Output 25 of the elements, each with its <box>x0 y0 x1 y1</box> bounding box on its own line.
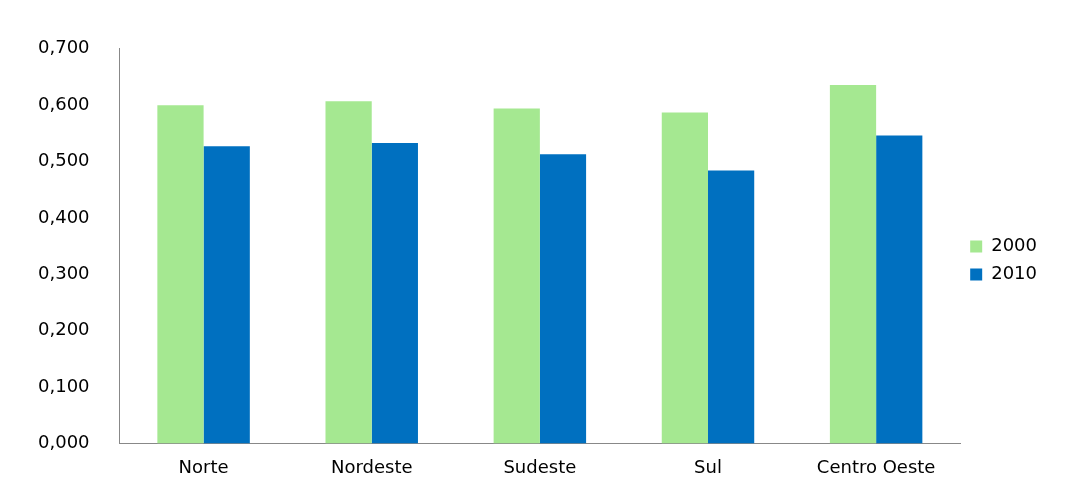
x-tick-label: Centro Oeste <box>816 455 936 477</box>
bar <box>876 135 923 444</box>
bar <box>539 154 587 444</box>
legend-label: 2000 <box>991 234 1037 256</box>
y-tick-label: 0,200 <box>38 318 90 340</box>
x-tick-label: Norte <box>178 455 229 477</box>
x-tick-label: Nordeste <box>330 455 413 477</box>
y-tick-label: 0,600 <box>38 92 90 114</box>
y-tick-label: 0,500 <box>38 149 90 171</box>
bar <box>325 101 372 444</box>
y-tick-label: 0,000 <box>38 431 90 453</box>
bar <box>493 108 540 444</box>
bar <box>203 146 250 444</box>
legend-label: 2010 <box>991 262 1037 284</box>
y-tick-label: 0,300 <box>38 261 90 283</box>
bar <box>157 105 204 444</box>
bar <box>707 170 755 444</box>
bar <box>829 84 877 444</box>
x-tick-label: Sul <box>694 455 722 477</box>
y-tick-label: 0,700 <box>38 36 90 58</box>
x-tick-label: Sudeste <box>503 455 577 477</box>
y-tick-label: 0,400 <box>38 205 90 227</box>
bar <box>661 112 708 444</box>
bar <box>371 142 418 444</box>
y-tick-label: 0,100 <box>38 374 90 396</box>
